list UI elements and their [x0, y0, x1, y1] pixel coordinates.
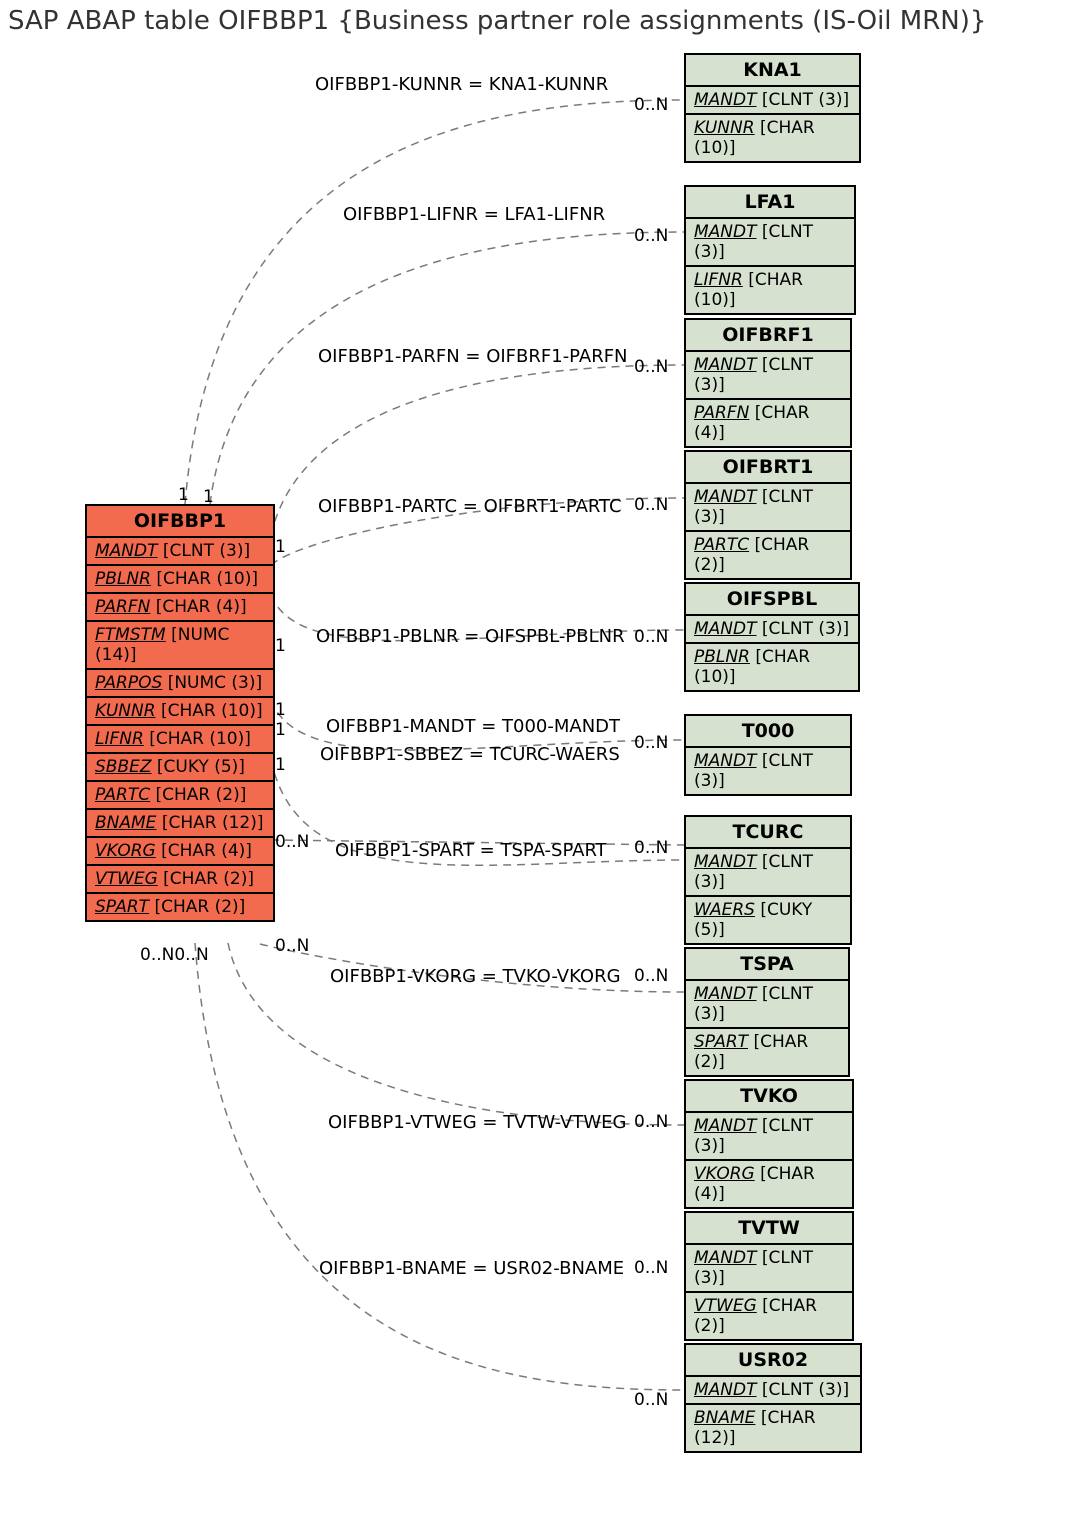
table-header: OIFBBP1	[87, 506, 273, 538]
ref-table-t000: T000MANDT [CLNT (3)]	[684, 714, 852, 796]
cardinality-src: 0..N	[275, 832, 309, 852]
cardinality-dst: 0..N	[634, 966, 668, 986]
table-row: MANDT [CLNT (3)]	[686, 1245, 852, 1293]
table-header: OIFBRF1	[686, 320, 850, 352]
table-header: TSPA	[686, 949, 848, 981]
table-row: VTWEG [CHAR (2)]	[87, 866, 273, 894]
cardinality-dst: 0..N	[634, 838, 668, 858]
table-row: BNAME [CHAR (12)]	[686, 1405, 860, 1451]
table-row: MANDT [CLNT (3)]	[686, 1113, 852, 1161]
ref-table-lfa1: LFA1MANDT [CLNT (3)]LIFNR [CHAR (10)]	[684, 185, 856, 315]
table-header: TVKO	[686, 1081, 852, 1113]
table-row: KUNNR [CHAR (10)]	[686, 115, 859, 161]
cardinality-dst: 0..N	[634, 1258, 668, 1278]
table-row: MANDT [CLNT (3)]	[686, 219, 854, 267]
edge-label: OIFBBP1-PARFN = OIFBRF1-PARFN	[318, 346, 628, 367]
table-row: LIFNR [CHAR (10)]	[686, 267, 854, 313]
table-row: SPART [CHAR (2)]	[686, 1029, 848, 1075]
table-row: PARPOS [NUMC (3)]	[87, 670, 273, 698]
table-row: PARTC [CHAR (2)]	[87, 782, 273, 810]
table-row: FTMSTM [NUMC (14)]	[87, 622, 273, 670]
edge-label: OIFBBP1-SPART = TSPA-SPART	[335, 840, 607, 861]
table-row: PBLNR [CHAR (10)]	[87, 566, 273, 594]
edge-label: OIFBBP1-PBLNR = OIFSPBL-PBLNR	[316, 626, 625, 647]
ref-table-oifspbl: OIFSPBLMANDT [CLNT (3)]PBLNR [CHAR (10)]	[684, 582, 860, 692]
table-row: MANDT [CLNT (3)]	[686, 352, 850, 400]
table-header: LFA1	[686, 187, 854, 219]
table-row: WAERS [CUKY (5)]	[686, 897, 850, 943]
table-header: OIFSPBL	[686, 584, 858, 616]
table-row: MANDT [CLNT (3)]	[686, 981, 848, 1029]
edge-label: OIFBBP1-VKORG = TVKO-VKORG	[330, 966, 621, 987]
cardinality-dst: 0..N	[634, 1112, 668, 1132]
table-row: MANDT [CLNT (3)]	[686, 616, 858, 644]
table-row: PARTC [CHAR (2)]	[686, 532, 850, 578]
cardinality-dst: 0..N	[634, 357, 668, 377]
edge-label: OIFBBP1-VTWEG = TVTW-VTWEG	[328, 1112, 626, 1133]
table-row: PBLNR [CHAR (10)]	[686, 644, 858, 690]
ref-table-tvko: TVKOMANDT [CLNT (3)]VKORG [CHAR (4)]	[684, 1079, 854, 1209]
ref-table-tcurc: TCURCMANDT [CLNT (3)]WAERS [CUKY (5)]	[684, 815, 852, 945]
table-row: VKORG [CHAR (4)]	[686, 1161, 852, 1207]
main-table-oifbbp1: OIFBBP1MANDT [CLNT (3)]PBLNR [CHAR (10)]…	[85, 504, 275, 922]
edge-label: OIFBBP1-PARTC = OIFBRT1-PARTC	[318, 496, 622, 517]
table-row: LIFNR [CHAR (10)]	[87, 726, 273, 754]
table-header: USR02	[686, 1345, 860, 1377]
table-row: VKORG [CHAR (4)]	[87, 838, 273, 866]
ref-table-tvtw: TVTWMANDT [CLNT (3)]VTWEG [CHAR (2)]	[684, 1211, 854, 1341]
ref-table-kna1: KNA1MANDT [CLNT (3)]KUNNR [CHAR (10)]	[684, 53, 861, 163]
cardinality-dst: 0..N	[634, 226, 668, 246]
ref-table-oifbrt1: OIFBRT1MANDT [CLNT (3)]PARTC [CHAR (2)]	[684, 450, 852, 580]
table-header: T000	[686, 716, 850, 748]
cardinality-dst: 0..N	[634, 733, 668, 753]
table-row: MANDT [CLNT (3)]	[686, 849, 850, 897]
table-row: VTWEG [CHAR (2)]	[686, 1293, 852, 1339]
cardinality-label: 0..N0..N	[140, 945, 209, 965]
cardinality-dst: 0..N	[634, 95, 668, 115]
edge-label: OIFBBP1-BNAME = USR02-BNAME	[319, 1258, 624, 1279]
table-row: SBBEZ [CUKY (5)]	[87, 754, 273, 782]
table-row: PARFN [CHAR (4)]	[87, 594, 273, 622]
cardinality-label: 1	[275, 700, 286, 720]
edge-label: OIFBBP1-SBBEZ = TCURC-WAERS	[320, 744, 620, 765]
cardinality-label: 1	[275, 755, 286, 775]
cardinality-src: 1	[275, 720, 286, 740]
cardinality-label: 0..N	[634, 1390, 668, 1410]
ref-table-usr02: USR02MANDT [CLNT (3)]BNAME [CHAR (12)]	[684, 1343, 862, 1453]
table-row: BNAME [CHAR (12)]	[87, 810, 273, 838]
table-header: TCURC	[686, 817, 850, 849]
table-header: TVTW	[686, 1213, 852, 1245]
table-row: MANDT [CLNT (3)]	[686, 748, 850, 794]
edge-label: OIFBBP1-KUNNR = KNA1-KUNNR	[315, 74, 608, 95]
table-row: MANDT [CLNT (3)]	[87, 538, 273, 566]
cardinality-dst: 0..N	[634, 627, 668, 647]
cardinality-src: 1	[275, 636, 286, 656]
ref-table-oifbrf1: OIFBRF1MANDT [CLNT (3)]PARFN [CHAR (4)]	[684, 318, 852, 448]
table-row: PARFN [CHAR (4)]	[686, 400, 850, 446]
cardinality-dst: 0..N	[634, 495, 668, 515]
ref-table-tspa: TSPAMANDT [CLNT (3)]SPART [CHAR (2)]	[684, 947, 850, 1077]
table-row: KUNNR [CHAR (10)]	[87, 698, 273, 726]
edge-label: OIFBBP1-MANDT = T000-MANDT	[326, 716, 620, 737]
table-header: KNA1	[686, 55, 859, 87]
cardinality-src: 1	[275, 537, 286, 557]
table-row: SPART [CHAR (2)]	[87, 894, 273, 920]
table-row: MANDT [CLNT (3)]	[686, 87, 859, 115]
table-row: MANDT [CLNT (3)]	[686, 1377, 860, 1405]
table-header: OIFBRT1	[686, 452, 850, 484]
cardinality-src: 0..N	[275, 936, 309, 956]
table-row: MANDT [CLNT (3)]	[686, 484, 850, 532]
cardinality-src: 1	[203, 487, 214, 507]
edge-label: OIFBBP1-LIFNR = LFA1-LIFNR	[343, 204, 605, 225]
cardinality-src: 1	[178, 485, 189, 505]
